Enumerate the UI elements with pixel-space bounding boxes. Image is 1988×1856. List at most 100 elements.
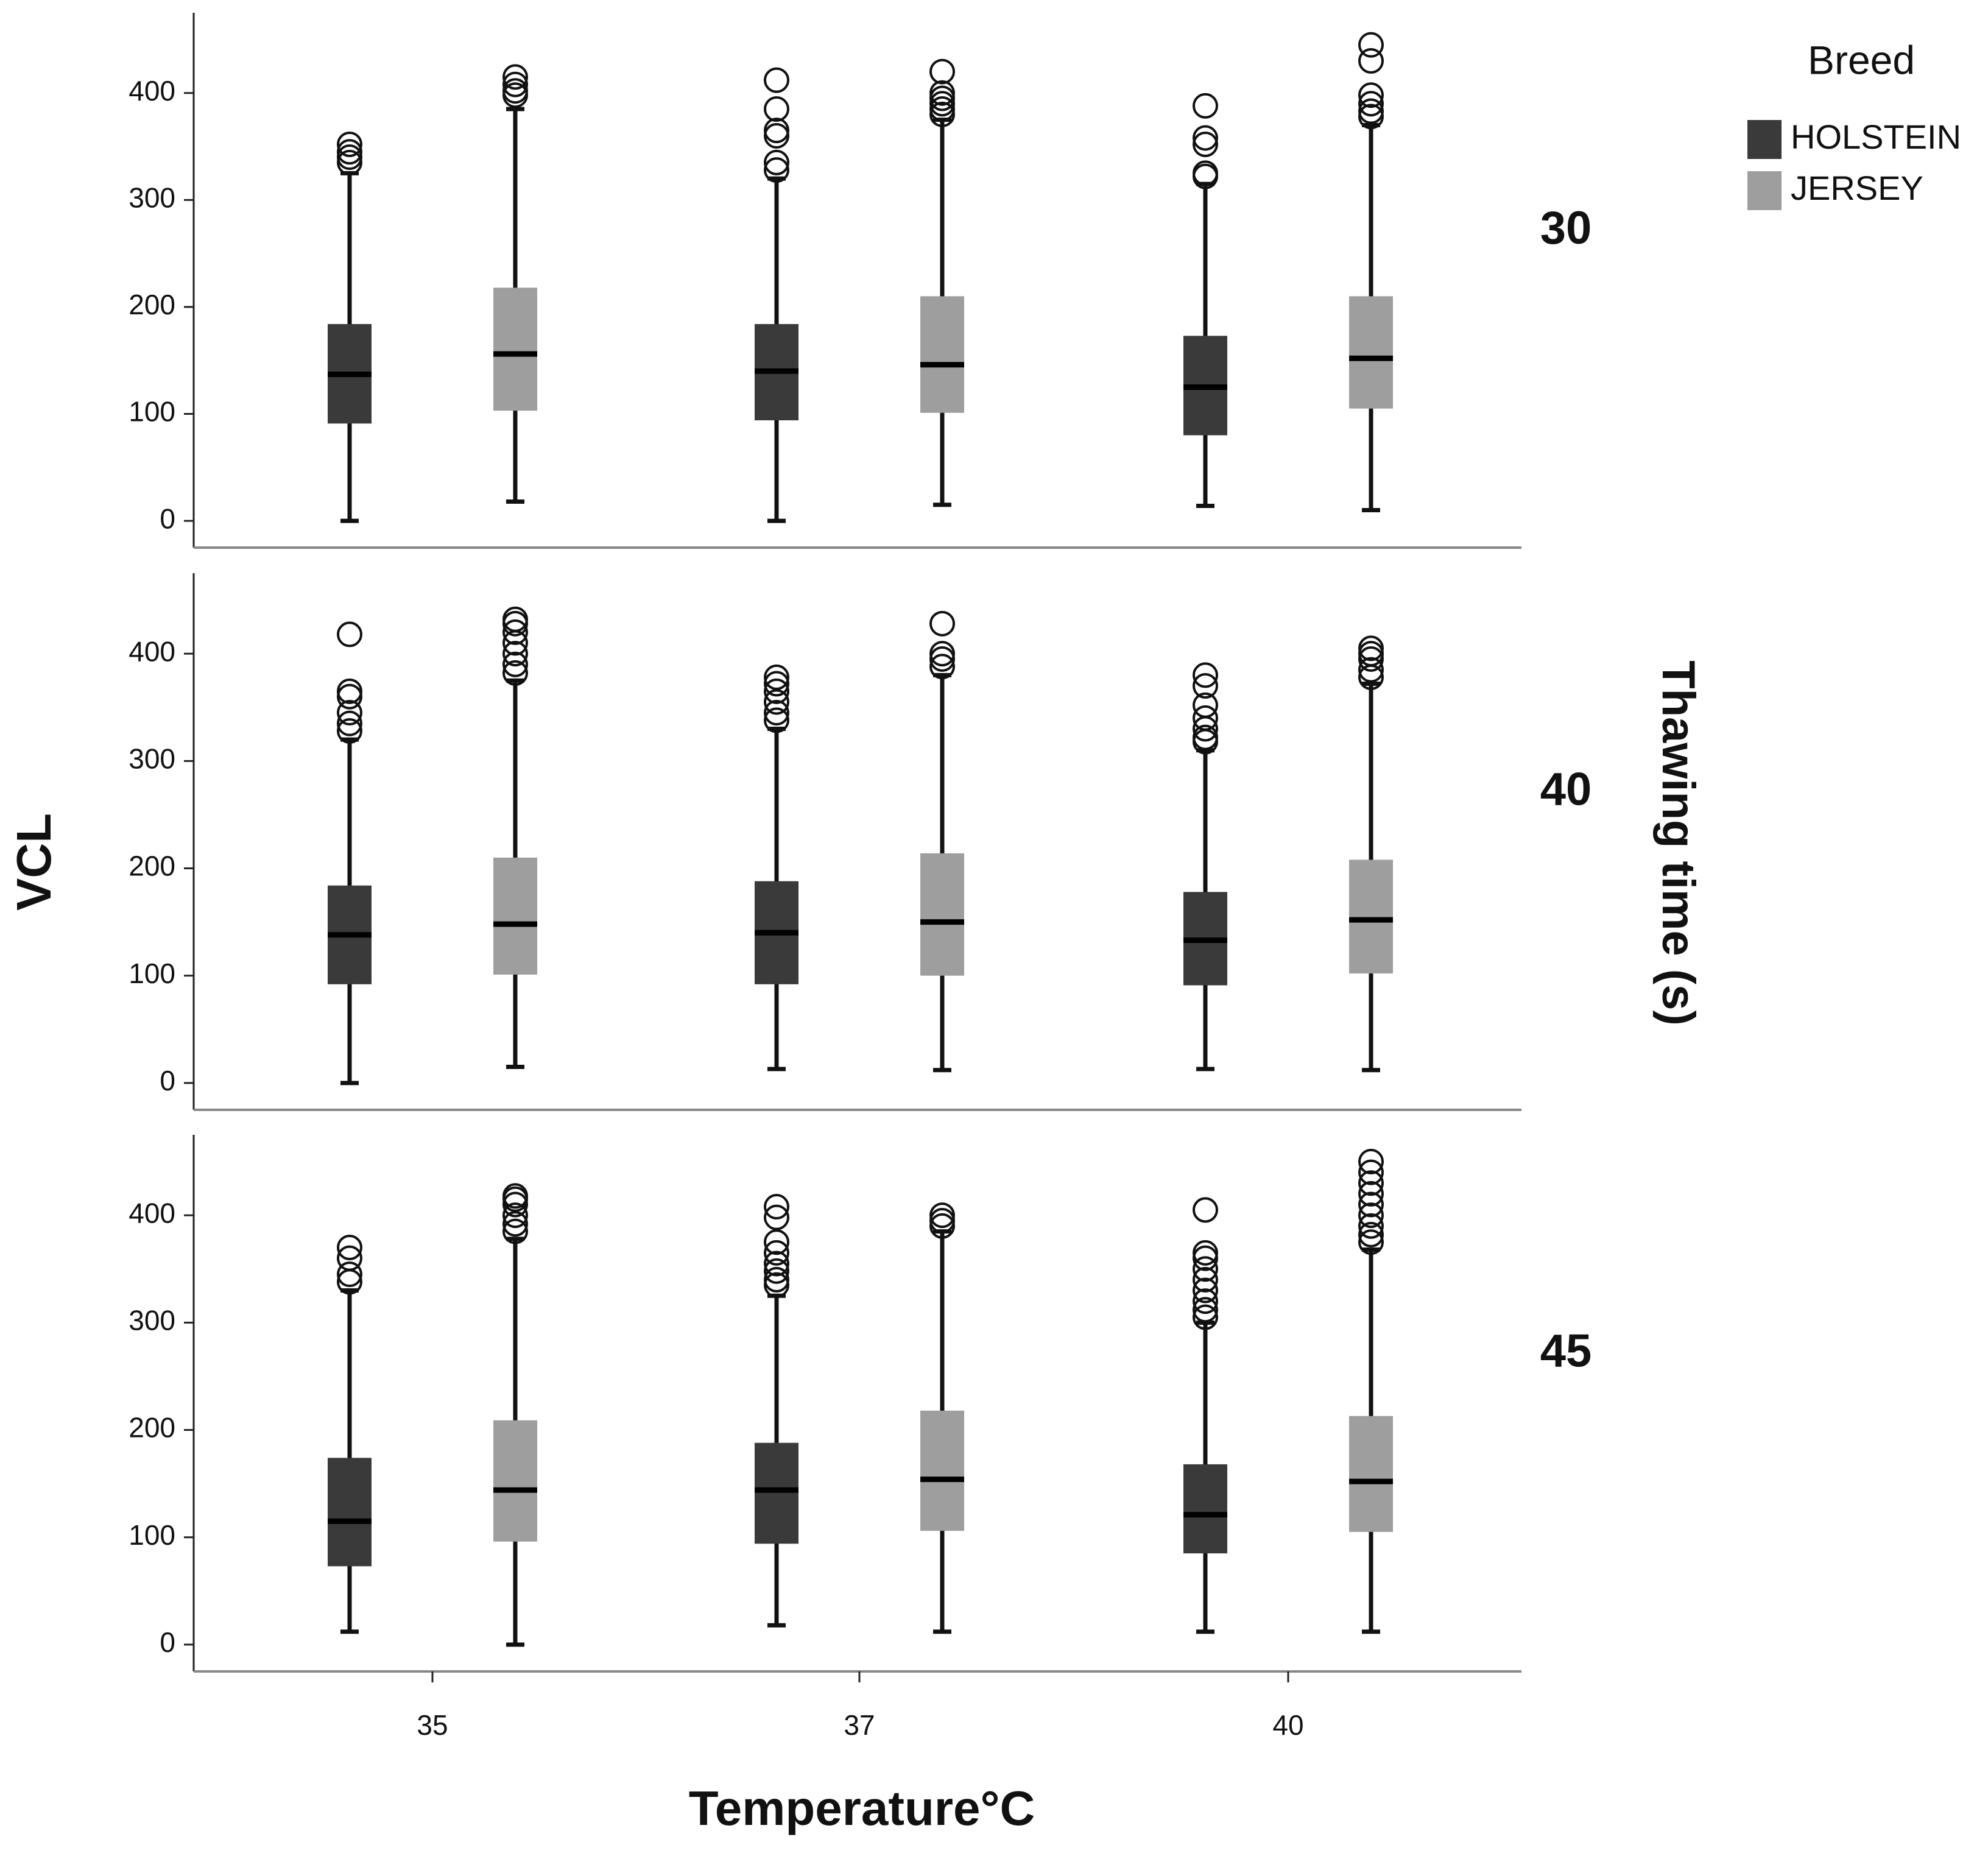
outlier — [1358, 635, 1384, 662]
outlier — [502, 64, 528, 90]
outlier — [337, 700, 362, 726]
outlier — [502, 71, 528, 97]
outlier — [337, 1245, 362, 1271]
outlier — [1193, 1240, 1218, 1266]
legend-label: JERSEY — [1791, 169, 1923, 207]
y-tick-label: 300 — [129, 743, 175, 775]
y-tick-label: 200 — [129, 1412, 175, 1444]
outlier — [764, 149, 789, 175]
outlier — [1358, 98, 1384, 124]
box — [328, 1458, 372, 1567]
box — [920, 296, 964, 413]
y-tick-label: 200 — [129, 850, 175, 882]
y-tick-label: 400 — [129, 1197, 175, 1229]
facet-axis-label: Thawing time (s) — [1652, 660, 1704, 1026]
outlier — [502, 641, 528, 667]
y-tick-label: 100 — [129, 958, 175, 989]
outlier — [1358, 1149, 1384, 1175]
facet-label: 40 — [1540, 764, 1592, 816]
box — [493, 288, 537, 411]
outlier — [337, 131, 362, 157]
legend-label: HOLSTEIN — [1791, 118, 1961, 156]
outlier — [502, 660, 528, 686]
y-tick-label: 100 — [129, 396, 175, 428]
outlier — [1193, 662, 1218, 688]
outlier — [764, 707, 789, 733]
outlier — [1193, 1288, 1218, 1314]
outlier — [1193, 705, 1218, 731]
outlier — [1358, 1213, 1384, 1239]
box — [920, 853, 964, 976]
outlier — [1193, 724, 1218, 750]
y-tick-label: 0 — [160, 1065, 175, 1096]
y-tick-label: 200 — [129, 289, 175, 320]
outlier — [1358, 657, 1384, 683]
outlier — [502, 619, 528, 645]
outlier — [337, 139, 362, 165]
x-tick-label: 40 — [1272, 1709, 1303, 1741]
outlier — [502, 1183, 528, 1209]
legend-swatch — [1747, 171, 1782, 210]
outlier — [1193, 160, 1218, 186]
outlier — [764, 1240, 789, 1266]
box — [493, 857, 537, 975]
x-tick-label: 35 — [417, 1709, 448, 1741]
outlier — [764, 664, 789, 690]
x-axis-label: Temperature°C — [689, 1781, 1035, 1835]
outlier — [1358, 91, 1384, 117]
outlier — [764, 689, 789, 715]
outlier — [764, 96, 789, 122]
box — [1349, 859, 1393, 974]
outlier — [337, 710, 362, 736]
y-tick-label: 0 — [160, 503, 175, 534]
outlier — [1358, 1170, 1384, 1196]
outlier — [1193, 1297, 1218, 1323]
outlier — [764, 678, 789, 704]
facet-label: 45 — [1540, 1325, 1592, 1377]
outlier — [1358, 48, 1384, 74]
legend-title: Breed — [1808, 37, 1915, 82]
outlier — [929, 80, 955, 106]
outlier — [337, 1261, 362, 1288]
outlier — [929, 641, 955, 667]
outlier — [1358, 1229, 1384, 1255]
outlier — [1193, 673, 1218, 699]
outlier — [764, 1194, 789, 1220]
y-tick-label: 0 — [160, 1626, 175, 1658]
outlier — [1193, 1277, 1218, 1304]
box — [1349, 296, 1393, 409]
y-axis-label: VCL — [7, 813, 61, 911]
box — [1183, 1464, 1227, 1554]
legend-swatch — [1747, 120, 1782, 159]
y-tick-label: 300 — [129, 182, 175, 213]
outlier — [1193, 125, 1218, 151]
outlier — [337, 621, 362, 647]
outlier — [1193, 1256, 1218, 1282]
outlier — [502, 606, 528, 632]
outlier — [502, 1218, 528, 1244]
outlier — [764, 1204, 789, 1230]
outlier — [1193, 692, 1218, 718]
outlier — [337, 718, 362, 744]
box — [920, 1410, 964, 1531]
outlier — [1193, 93, 1218, 119]
outlier — [1358, 1159, 1384, 1185]
outlier — [1358, 1202, 1384, 1229]
outlier — [764, 671, 789, 697]
outlier — [502, 78, 528, 104]
outlier — [1193, 1197, 1218, 1223]
y-tick-label: 300 — [129, 1305, 175, 1336]
outlier — [1358, 1180, 1384, 1207]
outlier — [1193, 1266, 1218, 1293]
outlier — [1358, 1191, 1384, 1218]
outlier — [929, 654, 955, 680]
outlier — [764, 1251, 789, 1277]
outlier — [337, 678, 362, 704]
outlier — [1358, 1221, 1384, 1247]
outlier — [502, 1202, 528, 1229]
outlier — [764, 1229, 789, 1255]
outlier — [764, 67, 789, 93]
outlier — [337, 1235, 362, 1261]
